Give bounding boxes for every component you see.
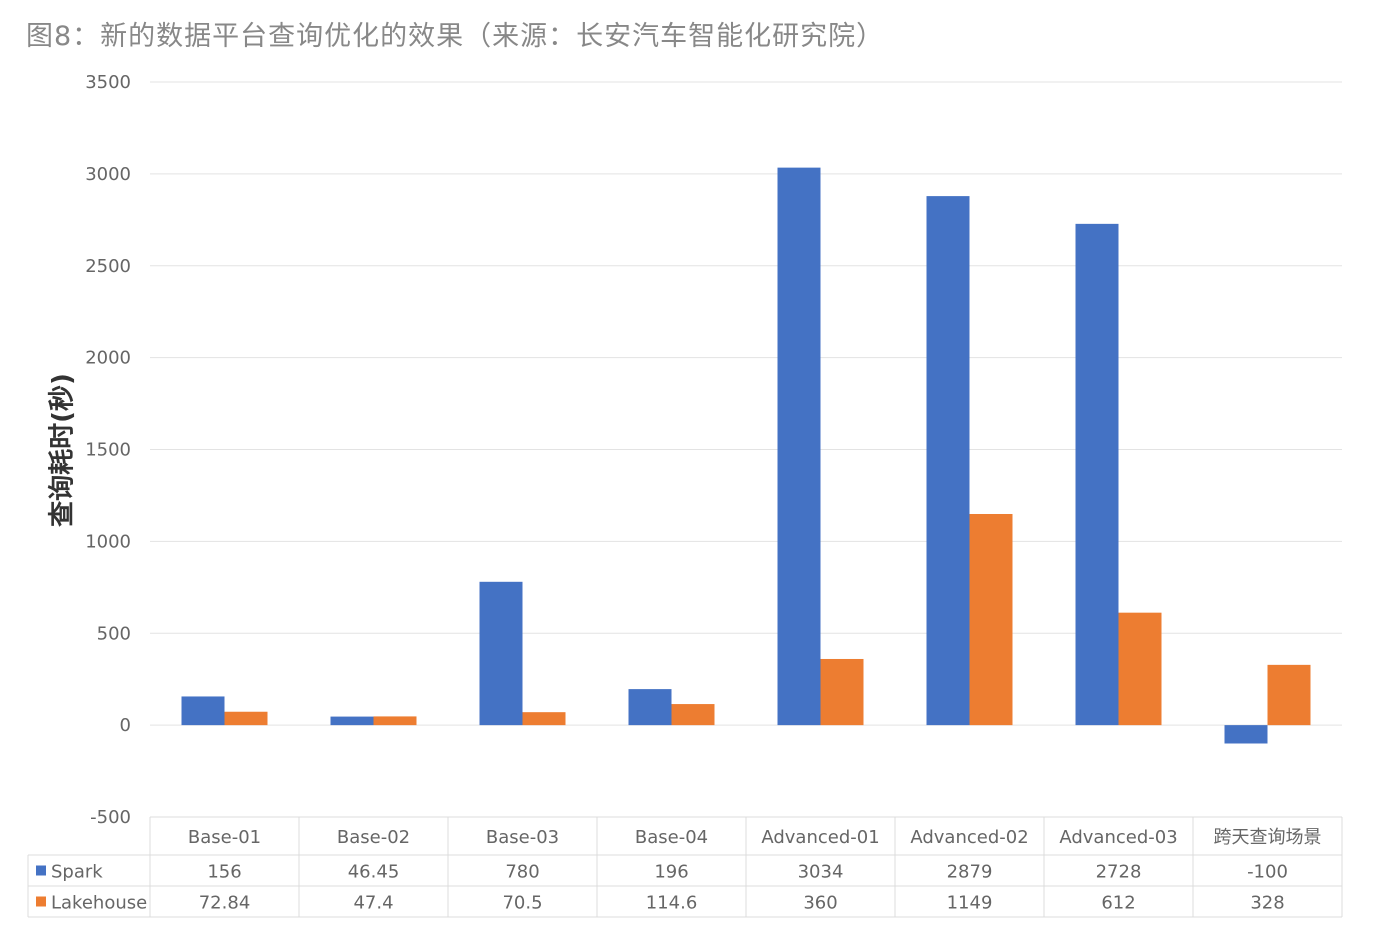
- y-tick-label: -500: [90, 807, 131, 828]
- bar-spark-7: [1224, 725, 1268, 744]
- table-cell: 612: [1101, 893, 1135, 914]
- y-tick-label: 3000: [85, 164, 131, 185]
- y-tick-label: 0: [120, 715, 131, 736]
- category-label: Base-02: [337, 827, 410, 848]
- bar-spark-2: [479, 581, 523, 726]
- legend-label-lakehouse: Lakehouse: [51, 893, 147, 914]
- table-cell: 46.45: [348, 862, 400, 883]
- category-label: 跨天查询场景: [1214, 827, 1322, 848]
- bar-lakehouse-0: [224, 711, 268, 726]
- table-cell: 360: [803, 893, 837, 914]
- table-cell: 47.4: [353, 893, 393, 914]
- y-tick-label: 2000: [85, 348, 131, 369]
- table-cell: 2728: [1096, 862, 1142, 883]
- gridlines: [150, 81, 1342, 726]
- table-cell: 70.5: [502, 893, 542, 914]
- bar-spark-4: [777, 167, 821, 726]
- bar-lakehouse-6: [1118, 612, 1162, 726]
- y-tick-label: 1000: [85, 531, 131, 552]
- legend-label-spark: Spark: [51, 862, 103, 883]
- category-label: Base-01: [188, 827, 261, 848]
- legend-swatch-lakehouse: [36, 896, 46, 907]
- table-cell: -100: [1247, 862, 1288, 883]
- bar-spark-1: [330, 716, 374, 726]
- y-tick-label: 2500: [85, 256, 131, 277]
- table-cell: 1149: [947, 893, 993, 914]
- table-cell: 196: [654, 862, 688, 883]
- bar-spark-5: [926, 196, 970, 726]
- table-cell: 114.6: [646, 893, 698, 914]
- table-cell: 72.84: [199, 893, 251, 914]
- data-table: Base-01 Base-02 Base-03 Base-04 Advanced-01 A…: [27, 816, 1343, 918]
- y-tick-label: 3500: [85, 72, 131, 93]
- bar-lakehouse-1: [373, 716, 417, 726]
- category-label: Advanced-03: [1059, 827, 1177, 848]
- table-cell: 156: [207, 862, 241, 883]
- bar-lakehouse-4: [820, 658, 864, 726]
- category-label: Base-03: [486, 827, 559, 848]
- table-cell: 2879: [947, 862, 993, 883]
- bar-spark-0: [181, 696, 225, 726]
- y-tick-label: 500: [97, 623, 131, 644]
- category-label: Base-04: [635, 827, 708, 848]
- y-tick-label: 1500: [85, 440, 131, 461]
- bars: [181, 167, 1311, 744]
- bar-lakehouse-2: [522, 712, 566, 726]
- category-label: Advanced-02: [910, 827, 1028, 848]
- category-label: Advanced-01: [761, 827, 879, 848]
- table-cell: 328: [1250, 893, 1284, 914]
- table-cell: 780: [505, 862, 539, 883]
- bar-spark-6: [1075, 223, 1119, 726]
- bar-lakehouse-3: [671, 704, 715, 726]
- table-cell: 3034: [798, 862, 844, 883]
- legend-swatch-spark: [36, 865, 46, 876]
- chart-title: 图8：新的数据平台查询优化的效果（来源：长安汽车智能化研究院）: [26, 21, 885, 52]
- bar-lakehouse-5: [969, 513, 1013, 726]
- y-axis-ticks: 3500 3000 2500 2000 1500 1000 500 0 -500: [85, 72, 131, 828]
- bar-spark-3: [628, 689, 672, 726]
- bar-lakehouse-7: [1267, 664, 1311, 726]
